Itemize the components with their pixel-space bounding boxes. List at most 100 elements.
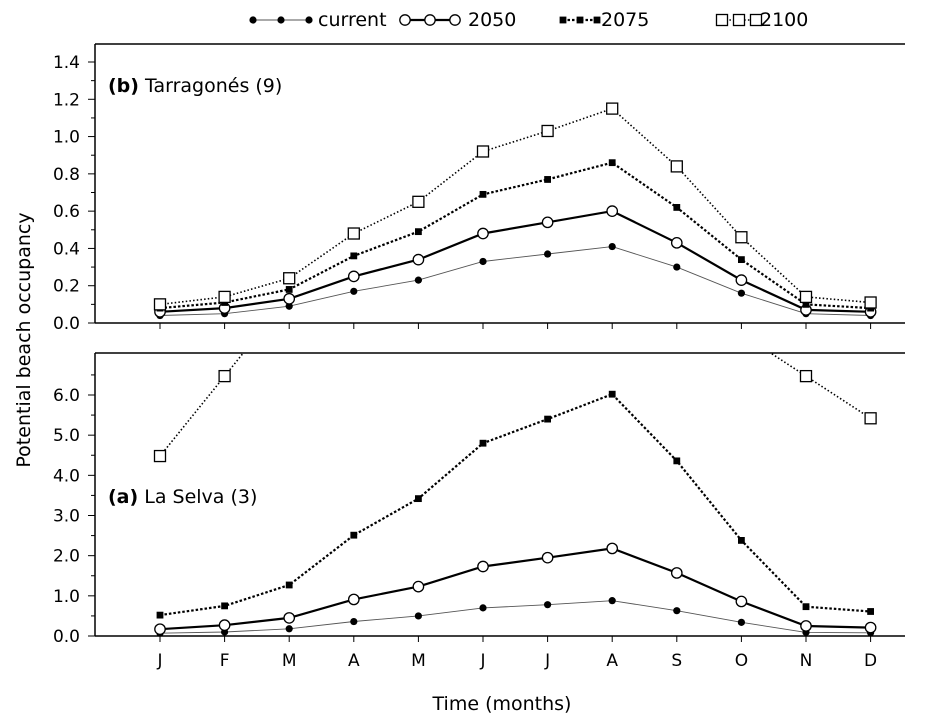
x-axis-title: Time (months) — [432, 693, 572, 715]
data-point-current — [414, 612, 422, 620]
legend-marker — [424, 14, 436, 26]
series-line-2100 — [159, 107, 871, 306]
data-point-2050 — [541, 551, 554, 564]
data-point-2050 — [283, 292, 296, 305]
y-tick-label: 1.4 — [53, 53, 80, 73]
data-point-2100 — [283, 272, 296, 285]
data-point-2050 — [477, 227, 489, 240]
legend-marker — [593, 16, 601, 24]
data-point-2075 — [867, 608, 874, 615]
data-point-2075 — [479, 190, 487, 198]
data-point-2100 — [153, 449, 167, 463]
data-point-2050 — [154, 623, 166, 636]
data-point-2050 — [347, 270, 360, 283]
x-tick-label: S — [671, 651, 682, 671]
data-point-2075 — [544, 415, 551, 423]
legend-item-2100: 2100 — [715, 9, 808, 31]
y-tick-label: 3.0 — [53, 507, 80, 527]
legend-label: 2050 — [468, 9, 516, 31]
data-point-2050 — [864, 621, 877, 634]
y-tick-label: 0.6 — [53, 202, 80, 222]
y-tick-label: 4.0 — [53, 466, 80, 486]
data-point-2100 — [153, 298, 167, 311]
data-point-2050 — [735, 595, 748, 608]
data-point-2075 — [350, 531, 358, 539]
x-tick-label: M — [411, 651, 426, 671]
y-tick-label: 2.0 — [53, 547, 80, 567]
data-point-2075 — [608, 159, 616, 167]
series-line-2050 — [159, 547, 871, 631]
data-point-2050 — [412, 253, 425, 266]
data-point-2100 — [864, 296, 877, 309]
data-point-2075 — [802, 300, 810, 308]
y-tick-label: 0.4 — [53, 239, 80, 259]
legend-marker — [732, 13, 746, 27]
data-point-2075 — [285, 286, 293, 293]
x-tick-label: J — [479, 651, 485, 671]
legend-item-current: current — [249, 9, 387, 31]
y-tick-label: 1.0 — [53, 587, 80, 607]
data-point-2100 — [606, 102, 619, 115]
y-tick-label: 1.2 — [53, 90, 80, 110]
data-point-2050 — [412, 580, 425, 593]
data-point-current — [285, 302, 293, 310]
legend-marker — [449, 14, 461, 26]
data-point-2100 — [476, 145, 490, 158]
data-point-current — [608, 242, 616, 251]
x-tick-label: D — [864, 651, 877, 671]
y-tick-label: 0.2 — [53, 277, 80, 297]
data-point-current — [544, 250, 552, 258]
data-point-2075 — [544, 176, 551, 183]
legend-marker — [305, 16, 313, 24]
data-point-current — [350, 287, 358, 295]
legend-marker — [576, 16, 584, 24]
series-line-2075 — [159, 161, 871, 310]
data-point-2075 — [608, 390, 616, 398]
legend-marker — [715, 13, 729, 27]
data-point-2050 — [218, 619, 231, 632]
data-point-2100 — [218, 369, 231, 383]
data-point-2100 — [412, 195, 425, 208]
data-point-2100 — [799, 369, 813, 383]
legend-marker — [559, 16, 567, 24]
data-point-2050 — [735, 274, 748, 286]
data-point-2050 — [477, 560, 489, 573]
data-point-2075 — [738, 537, 745, 544]
data-point-2050 — [800, 620, 812, 632]
series-line-current — [159, 600, 871, 634]
x-tick-label: J — [544, 651, 550, 671]
y-tick-label: 6.0 — [53, 386, 80, 406]
legend-item-2050: 2050 — [399, 9, 516, 31]
data-point-2075 — [738, 256, 745, 264]
panel-la-selva: 0.0 1.0 2.0 3.0 4.0 5.0 6.0 J F M A M J J A S O N D (a) La … — [53, 352, 905, 671]
data-point-2075 — [415, 228, 422, 236]
x-tick-label: N — [800, 651, 813, 671]
data-point-2075 — [479, 439, 487, 447]
data-point-current — [737, 289, 746, 297]
data-point-current — [350, 617, 358, 626]
x-tick-label: F — [220, 651, 230, 671]
legend-marker — [399, 14, 411, 26]
y-axis-title: Potential beach occupancy — [13, 212, 35, 467]
y-tick-label: 0.0 — [53, 627, 80, 647]
data-point-2050 — [606, 542, 619, 555]
data-point-current — [608, 597, 616, 605]
data-point-2075 — [415, 495, 422, 503]
series-line-current — [159, 246, 871, 316]
data-point-2100 — [735, 231, 748, 244]
data-point-2075 — [350, 252, 358, 260]
data-point-2075 — [673, 457, 681, 465]
data-point-2100 — [864, 412, 877, 425]
x-tick-label: A — [606, 651, 618, 671]
legend-marker — [749, 13, 763, 27]
data-point-current — [285, 625, 293, 633]
x-tick-label: A — [348, 651, 360, 671]
data-point-2075 — [156, 611, 164, 619]
y-tick-label: 5.0 — [53, 426, 80, 446]
data-point-2100 — [218, 290, 231, 304]
legend-marker — [277, 16, 285, 24]
series-line-2075 — [159, 392, 871, 617]
series-line-2100 — [769, 353, 872, 419]
legend-item-2075: 2075 — [559, 9, 649, 31]
series-line-2050 — [159, 209, 871, 313]
